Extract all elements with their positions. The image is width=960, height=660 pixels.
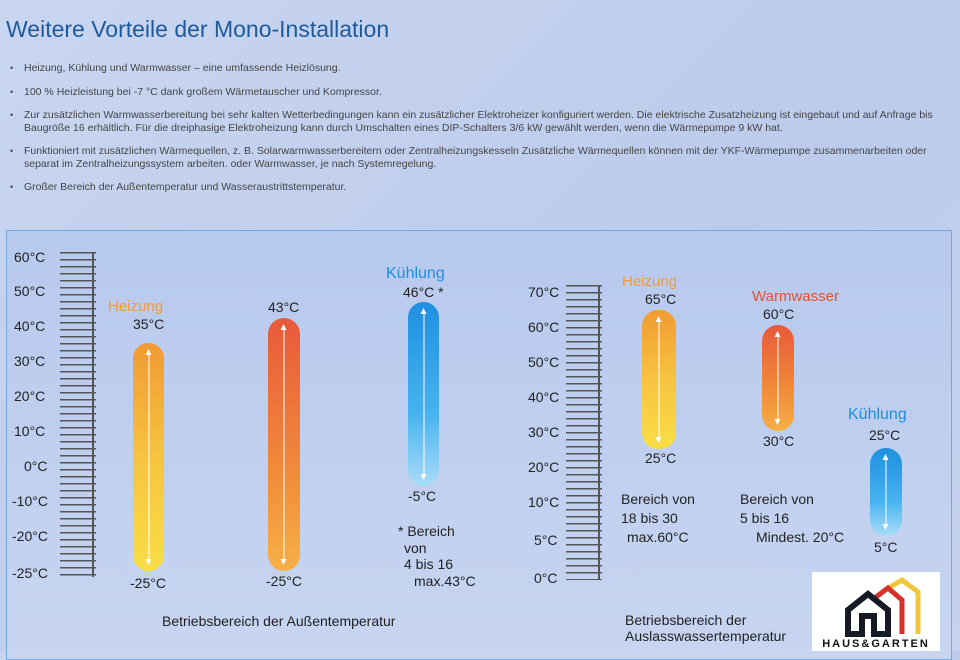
house-icon	[845, 576, 921, 637]
warmwasser-max: 43°C	[268, 299, 300, 315]
right-scale-line	[598, 285, 600, 580]
note-line: max.43°C	[414, 572, 476, 589]
left-axis-label: -10°C	[12, 493, 48, 509]
kuehlung-label: Kühlung	[386, 265, 445, 282]
right-scale-ticks	[566, 285, 602, 580]
kuehlung-label: Kühlung	[848, 406, 907, 423]
bullet-item: Funktioniert mit zusätzlichen Wärmequell…	[10, 145, 950, 170]
note-line: 18 bis 30	[621, 510, 678, 526]
double-arrow-icon	[774, 331, 781, 425]
warmwasser-bar	[762, 325, 794, 431]
kuehlung-note: * Bereich von 4 bis 16 max.43°C	[398, 523, 476, 589]
logo-text: HAUS&GARTEN	[822, 638, 930, 650]
right-axis-label: 10°C	[528, 494, 560, 510]
caption-line: Betriebsbereich der	[625, 612, 747, 628]
kuehlung-max: 25°C	[869, 427, 901, 443]
page-title: Weitere Vorteile der Mono-Installation	[6, 16, 390, 42]
warmwasser-note: Bereich von 5 bis 16 Mindest. 20°C	[740, 490, 844, 547]
bullet-item: 100 % Heizleistung bei -7 °C dank großem…	[10, 86, 950, 99]
heizung-bar	[133, 343, 164, 571]
left-axis-label: 0°C	[24, 458, 48, 474]
kuehlung-min: 5°C	[874, 539, 898, 555]
bullet-item: Zur zusätzlichen Warmwasserbereitung bei…	[10, 109, 950, 134]
double-arrow-icon	[420, 308, 426, 480]
left-axis-label: 30°C	[14, 353, 46, 369]
left-axis-label: -25°C	[12, 565, 48, 581]
warmwasser-min: -25°C	[266, 573, 302, 589]
heizung-min: -25°C	[130, 575, 166, 591]
double-arrow-icon	[280, 324, 287, 565]
right-axis-label: 0°C	[534, 570, 558, 586]
warmwasser-min: 30°C	[763, 433, 795, 449]
warmwasser-bar	[268, 318, 300, 571]
heizung-label: Heizung	[108, 298, 164, 315]
note-line: 4 bis 16	[404, 556, 454, 572]
left-axis-label: -20°C	[12, 528, 48, 544]
right-axis-label: 5°C	[534, 532, 558, 548]
heizung-bar	[642, 310, 676, 449]
right-caption: Betriebsbereich der Auslasswassertempera…	[625, 612, 786, 644]
left-axis-label: 40°C	[14, 318, 46, 334]
right-axis-label: 70°C	[528, 284, 560, 300]
left-caption: Betriebsbereich der Außentemperatur	[162, 613, 396, 629]
left-scale-ticks	[60, 252, 96, 577]
note-line: Bereich von	[621, 491, 695, 507]
heizung-max: 65°C	[645, 291, 677, 307]
bullet-list: Heizung, Kühlung und Warmwasser – eine u…	[10, 62, 950, 205]
right-axis-label: 50°C	[528, 354, 560, 370]
left-axis-label: 20°C	[14, 388, 46, 404]
note-line: Bereich von	[740, 491, 814, 507]
right-axis-label: 30°C	[528, 424, 560, 440]
left-axis-label: 50°C	[14, 283, 46, 299]
left-axis-label: 10°C	[14, 423, 46, 439]
warmwasser-max: 60°C	[763, 306, 795, 322]
kuehlung-max: 46°C *	[403, 284, 444, 300]
kuehlung-bar	[870, 448, 902, 536]
kuehlung-min: -5°C	[408, 488, 437, 504]
note-line: 5 bis 16	[740, 510, 790, 526]
warmwasser-label: Warmwasser	[752, 288, 839, 305]
note-line: Mindest. 20°C	[756, 529, 845, 545]
right-axis-label: 40°C	[528, 389, 560, 405]
bullet-item: Heizung, Kühlung und Warmwasser – eine u…	[10, 62, 950, 75]
right-axis-label: 20°C	[528, 459, 560, 475]
left-axis-label: 60°C	[14, 249, 46, 265]
kuehlung-bar	[408, 302, 439, 486]
note-line: max.60°C	[627, 529, 689, 545]
left-scale-line	[92, 252, 94, 577]
right-axis-label: 60°C	[528, 319, 560, 335]
note-line: von	[404, 539, 427, 556]
note-line: * Bereich	[398, 523, 455, 539]
caption-line: Auslasswassertemperatur	[625, 628, 787, 644]
heizung-note: Bereich von 18 bis 30 max.60°C	[621, 490, 695, 547]
haus-garten-logo: HAUS&GARTEN	[812, 572, 940, 651]
heizung-label: Heizung	[622, 273, 678, 290]
heizung-min: 25°C	[645, 450, 677, 466]
heizung-max: 35°C	[133, 316, 165, 332]
double-arrow-icon	[145, 349, 151, 565]
double-arrow-icon	[882, 454, 889, 530]
double-arrow-icon	[655, 316, 662, 443]
bullet-item: Großer Bereich der Außentemperatur und W…	[10, 181, 950, 194]
